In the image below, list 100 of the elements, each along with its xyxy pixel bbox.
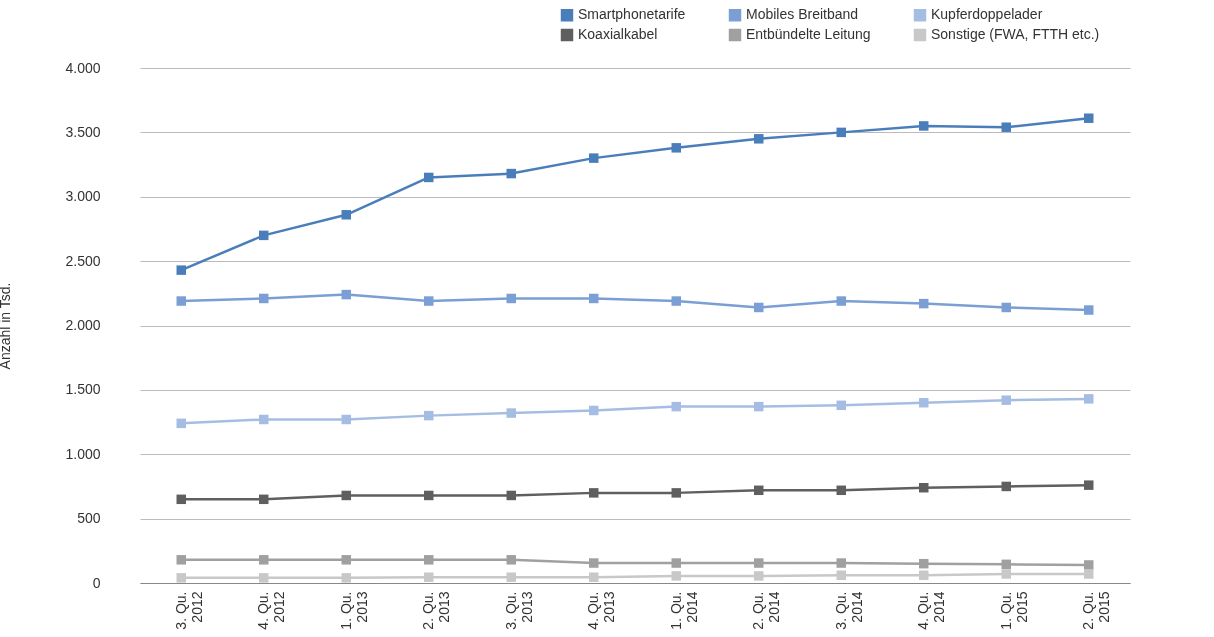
point [754,571,764,581]
point [424,172,434,183]
point [1084,480,1094,490]
y-tick-label: 3.000 [65,188,101,205]
point [424,572,434,582]
point [506,168,516,179]
point [919,570,929,581]
point [671,571,681,581]
legend-label: Kupferdoppelader [931,6,1043,23]
point [671,401,681,412]
point [671,296,681,306]
x-tick-label: 4. Qu. 2012 [255,591,288,630]
x-tick-label: 3. Qu. 2014 [832,591,865,630]
point [176,573,186,583]
point [589,153,599,163]
legend-label: Entbündelte Leitung [746,26,871,42]
x-tick-label: 3. Qu. 2013 [502,591,535,630]
point [671,488,681,498]
point [1001,481,1011,492]
point [176,494,186,505]
point [1084,113,1094,123]
point [259,494,269,505]
point [754,134,764,144]
point [1084,305,1094,315]
point [341,555,351,565]
point [506,555,516,565]
point [919,558,929,569]
point [836,558,846,568]
point [506,408,516,418]
point [1001,569,1011,579]
y-tick-label: 1.500 [65,381,101,398]
y-tick-label: 500 [77,510,101,527]
point [341,573,351,583]
point [506,293,516,304]
y-tick-label: 1.000 [65,445,101,462]
point [919,298,929,309]
y-axis-title: Anzahl in Tsd. [0,282,14,370]
point [341,414,351,425]
y-tick-label: 3.500 [65,123,101,140]
point [176,265,186,275]
point [424,296,434,306]
point [589,558,599,568]
point [259,414,269,425]
legend-label: Koaxialkabel [578,26,658,42]
point [919,398,929,408]
point [259,230,269,241]
x-tick-label: 4. Qu. 2014 [915,591,948,630]
legend-label: Sonstige (FWA, FTTH etc.) [931,26,1100,42]
point [836,127,846,138]
x-tick-label: 2. Qu. 2014 [750,591,783,630]
x-tick-label: 2. Qu. 2015 [1080,591,1113,630]
point [589,293,599,304]
x-tick-label: 1. Qu. 2014 [667,591,700,630]
point [1084,560,1094,570]
point [424,490,434,501]
point [1001,122,1011,132]
point [341,210,351,220]
legend-label: Smartphonetarife [578,6,686,23]
x-tick-label: 1. Qu. 2015 [997,591,1030,630]
y-tick-label: 2.500 [65,252,101,269]
x-tick-label: 3. Qu. 2012 [172,591,205,630]
y-tick-label: 4.000 [65,59,101,76]
point [754,302,764,313]
x-tick-label: 1. Qu. 2013 [337,591,370,630]
point [754,401,764,412]
point [589,405,599,416]
point [424,555,434,565]
point [341,289,351,300]
point [259,555,269,565]
point [919,121,929,131]
point [671,143,681,153]
point [836,400,846,411]
point [341,490,351,501]
point [754,558,764,568]
x-tick-label: 2. Qu. 2013 [420,591,453,630]
point [589,488,599,498]
point [836,296,846,306]
point [1084,394,1094,404]
point [919,482,929,493]
point [259,293,269,304]
y-tick-label: 0 [92,574,101,591]
point [836,570,846,581]
point [259,573,269,583]
point [671,558,681,568]
point [424,410,434,421]
point [506,490,516,501]
x-tick-label: 4. Qu. 2013 [585,591,618,630]
legend-label: Mobiles Breitband [746,6,859,23]
point [1084,569,1094,579]
point [176,418,186,429]
point [836,485,846,496]
point [589,572,599,582]
point [506,572,516,582]
point [1001,395,1011,405]
y-tick-label: 2.000 [65,317,101,333]
point [176,555,186,565]
point [754,485,764,496]
point [1001,302,1011,313]
point [1001,559,1011,570]
point [176,296,186,306]
